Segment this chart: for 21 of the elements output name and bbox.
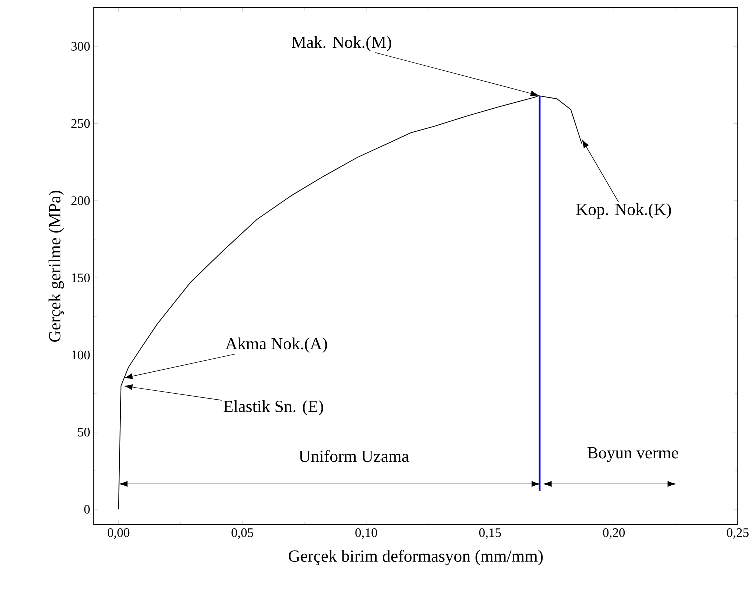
annotation: Mak. Nok.(M): [292, 36, 392, 52]
x-tick-label: 0,05: [232, 528, 254, 540]
x-axis-title: Gerçek birim deformasyon (mm/mm): [288, 550, 543, 566]
x-tick-label: 0,10: [356, 528, 378, 540]
y-tick-label: 150: [72, 274, 90, 282]
x-tick-label: 0,00: [108, 528, 130, 540]
y-tick-label: 200: [72, 196, 90, 206]
annotation: Elastik Sn. (E): [224, 400, 324, 416]
y-tick-label: 250: [72, 119, 90, 128]
y-tick-label: 300: [72, 42, 90, 51]
y-tick-label: 0: [84, 505, 90, 514]
annotation: Uniform Uzama: [299, 450, 410, 462]
y-tick-label: 50: [78, 428, 90, 437]
x-tick-label: 0,25: [727, 528, 749, 540]
annotation: Kop. Nok.(K): [576, 204, 672, 219]
annotation: Akma Nok.(A): [226, 338, 328, 354]
x-tick-label: 0,20: [603, 528, 625, 540]
annotation: Boyun verme: [588, 447, 678, 462]
x-tick-label: 0,15: [479, 528, 502, 540]
y-axis-title: Gerçek gerilme (MPa): [48, 191, 64, 342]
y-tick-label: 100: [72, 350, 90, 360]
